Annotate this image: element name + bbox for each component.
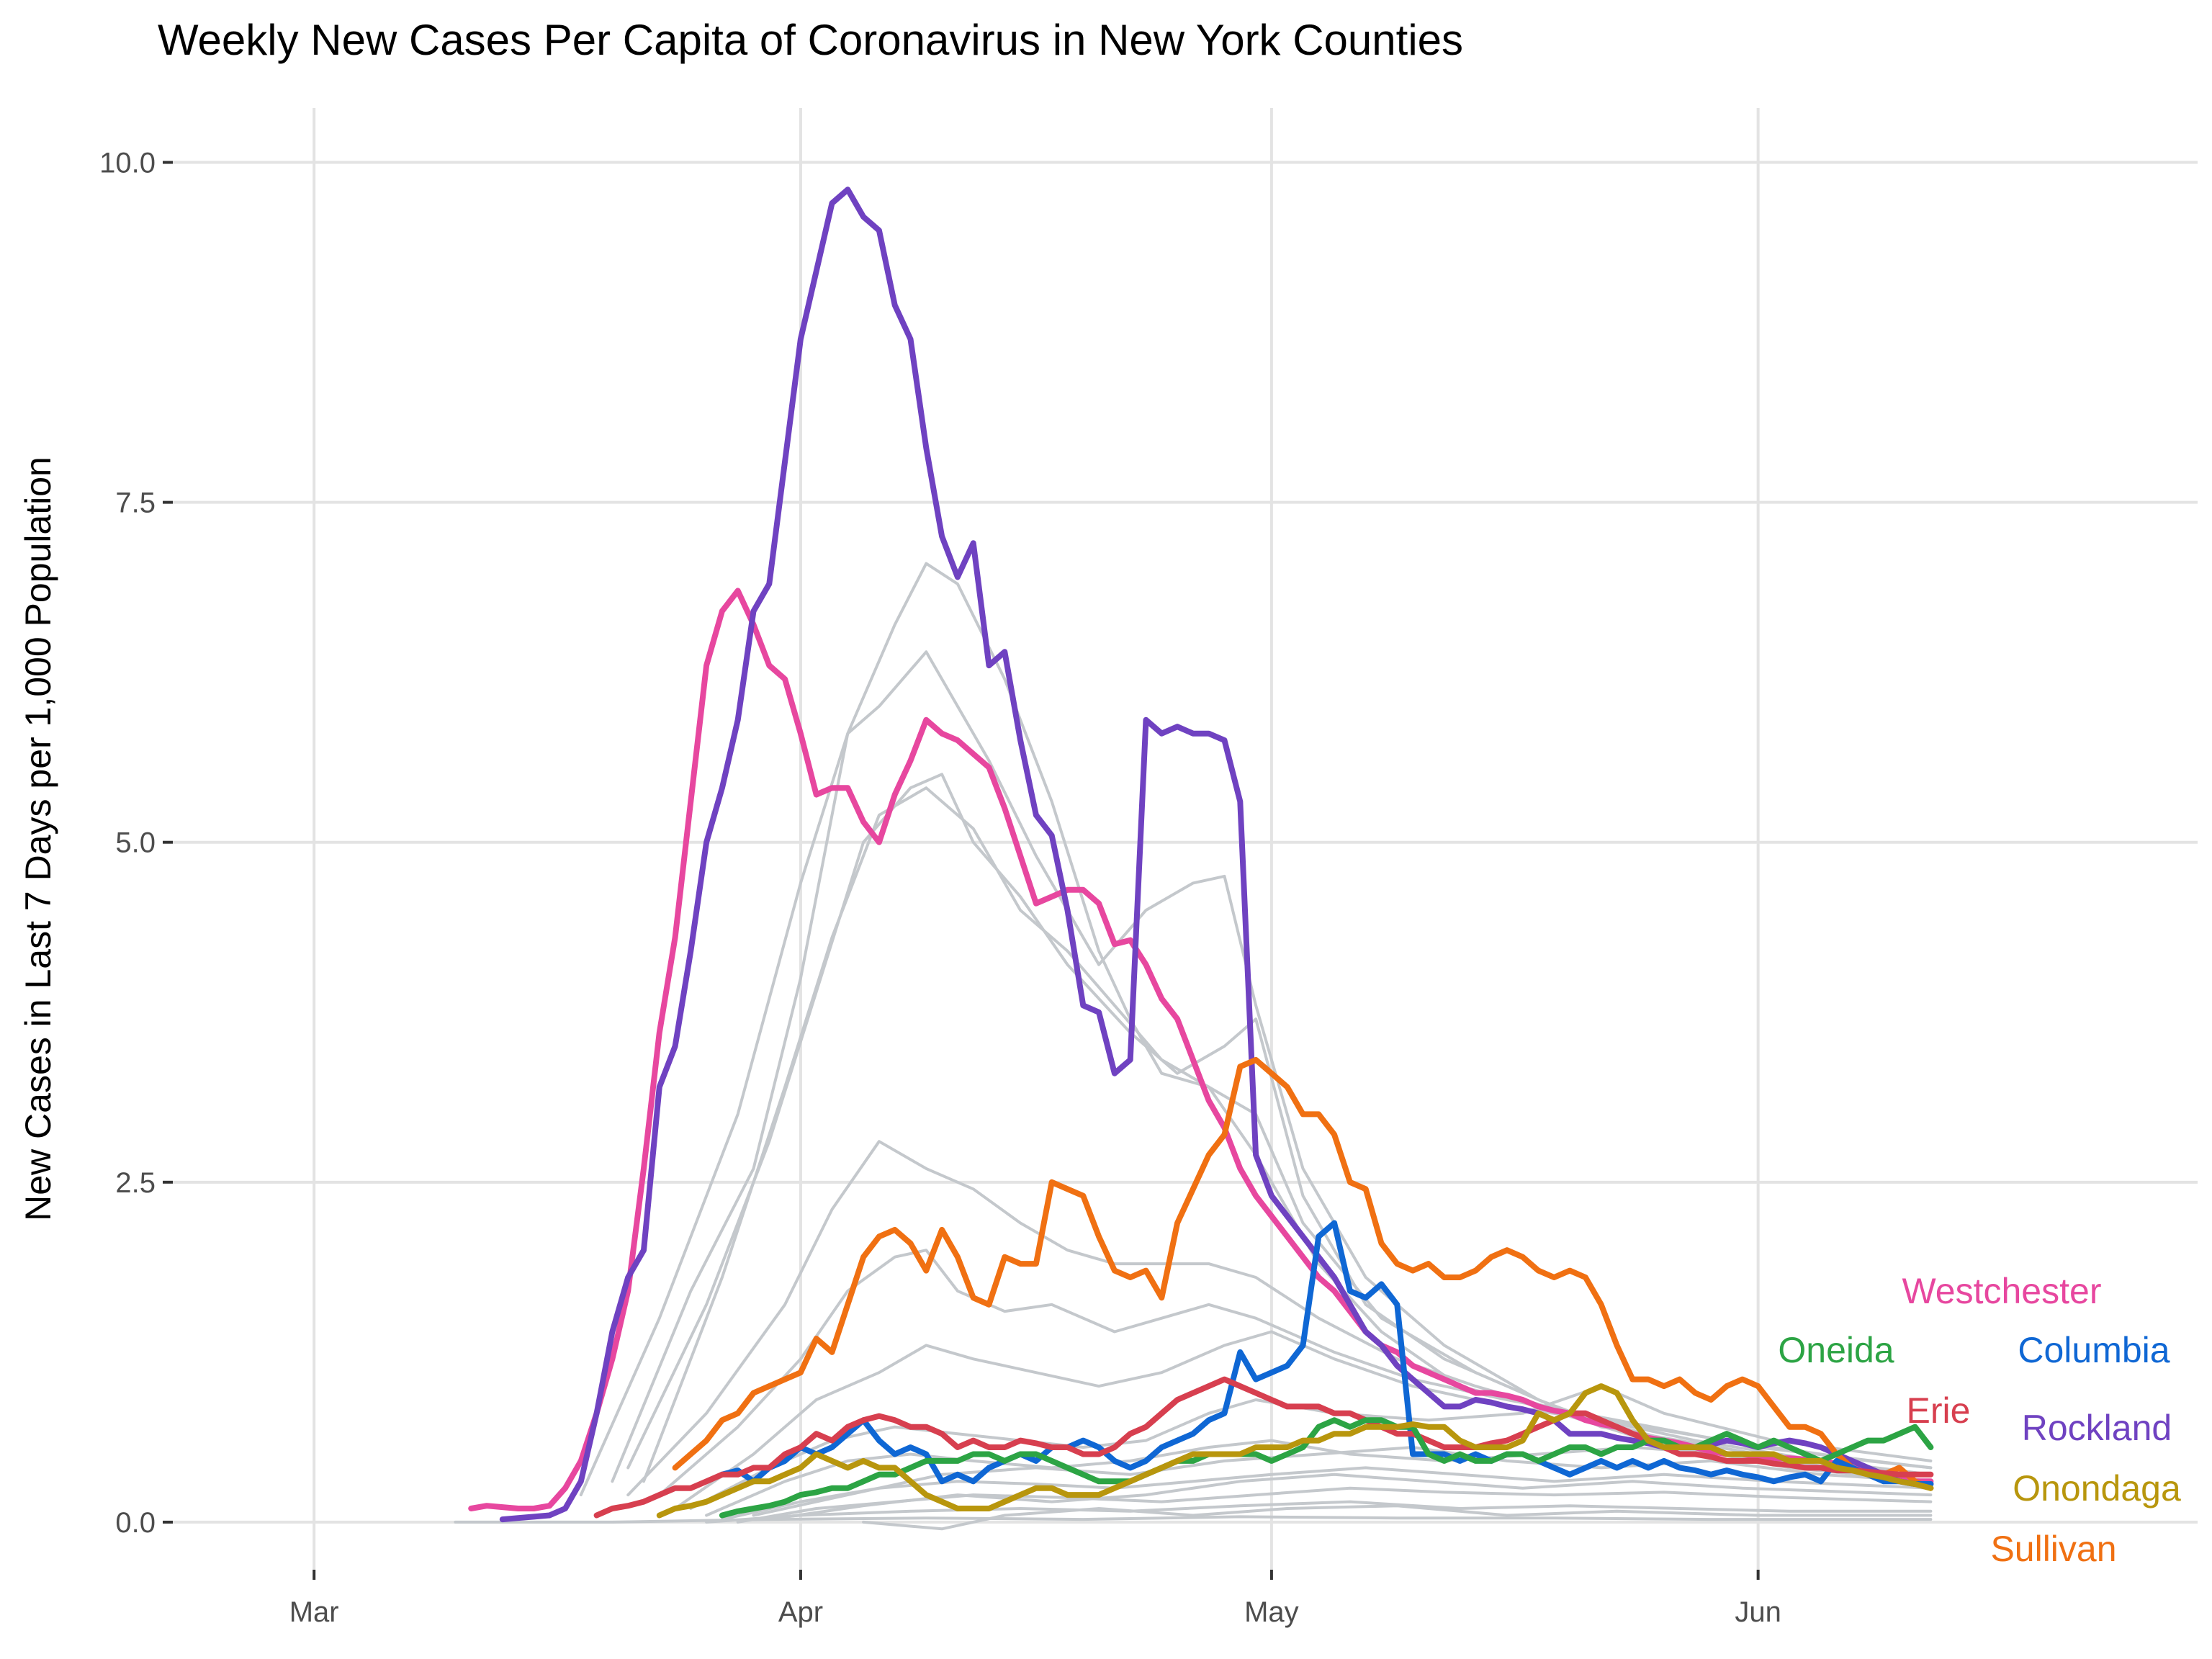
x-tick-label: Jun [1735, 1596, 1781, 1628]
background-series-line [673, 1330, 1933, 1510]
series-line-erie [593, 1376, 1934, 1519]
background-series-line [705, 1500, 1933, 1524]
series-label-rockland: Rockland [2022, 1408, 2172, 1448]
series-label-erie: Erie [1907, 1390, 1971, 1431]
series-line-oneida [719, 1417, 1934, 1519]
series-line-rockland [499, 186, 1934, 1523]
chart-title: Weekly New Cases Per Capita of Coronavir… [158, 16, 1463, 64]
x-tick-label: Mar [289, 1596, 339, 1628]
background-series-line [579, 650, 1933, 1497]
series-line-columbia [719, 1220, 1934, 1487]
background-series-line [720, 1466, 1933, 1521]
background-series-line [752, 1446, 1933, 1517]
background-series-line [454, 1515, 1933, 1524]
background-series-line [642, 786, 1933, 1483]
axis-ticks: 0.0 2.5 5.0 7.5 10.0 Mar Apr May Jun [99, 148, 1781, 1628]
series-label-onondaga: Onondaga [2013, 1468, 2181, 1509]
highlighted-series-group [468, 186, 1934, 1523]
y-tick-label: 7.5 [115, 487, 156, 519]
y-tick-label: 5.0 [115, 827, 156, 859]
y-tick-label: 0.0 [115, 1507, 156, 1539]
background-series-line [657, 1249, 1933, 1497]
series-labels: Westchester Rockland Sullivan Columbia Erie O… [1778, 1271, 2181, 1569]
series-line-sullivan [672, 1056, 1934, 1491]
series-line-westchester [468, 588, 1934, 1511]
x-tick-label: Apr [778, 1596, 823, 1628]
series-label-columbia: Columbia [2018, 1330, 2170, 1370]
series-label-sullivan: Sullivan [1990, 1529, 2116, 1569]
series-line-onondaga [656, 1383, 1934, 1519]
background-series-line [626, 773, 1933, 1483]
y-tick-label: 2.5 [115, 1167, 156, 1199]
series-label-westchester: Westchester [1902, 1271, 2102, 1311]
background-series-line [768, 1473, 1933, 1521]
series-label-oneida: Oneida [1778, 1330, 1894, 1370]
y-tick-label: 10.0 [99, 148, 156, 179]
background-series-line [705, 1439, 1933, 1517]
y-axis-label: New Cases in Last 7 Days per 1,000 Popul… [18, 457, 58, 1221]
x-tick-label: May [1244, 1596, 1299, 1628]
